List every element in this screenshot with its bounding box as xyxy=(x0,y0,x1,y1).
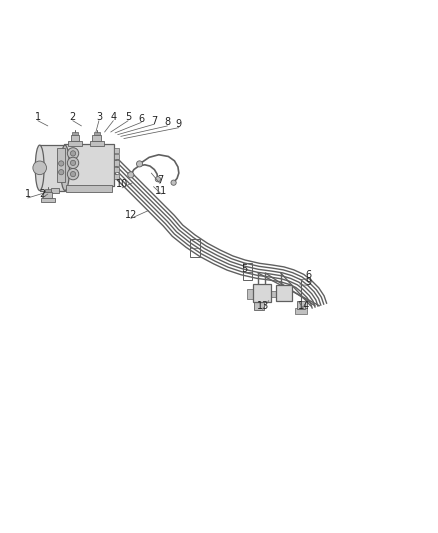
Bar xyxy=(68,141,82,146)
Circle shape xyxy=(71,151,76,156)
Ellipse shape xyxy=(35,145,44,190)
Bar xyxy=(254,302,264,310)
Bar xyxy=(64,144,114,185)
Text: 5: 5 xyxy=(241,264,247,273)
Text: 6: 6 xyxy=(138,114,145,124)
Text: 7: 7 xyxy=(157,175,163,185)
Bar xyxy=(253,284,271,302)
Bar xyxy=(43,192,52,198)
Text: 9: 9 xyxy=(305,277,311,287)
Bar xyxy=(114,160,120,166)
Bar xyxy=(276,285,292,301)
Circle shape xyxy=(67,168,79,180)
Circle shape xyxy=(171,180,176,185)
Circle shape xyxy=(155,176,160,182)
Text: 3: 3 xyxy=(96,112,102,122)
Circle shape xyxy=(71,160,76,166)
Bar xyxy=(45,189,51,192)
Circle shape xyxy=(67,157,79,168)
Circle shape xyxy=(33,161,46,175)
Text: 13: 13 xyxy=(257,301,269,311)
Circle shape xyxy=(128,172,134,178)
Text: 11: 11 xyxy=(155,185,167,196)
Bar xyxy=(72,133,78,135)
Bar xyxy=(271,292,276,297)
Text: 9: 9 xyxy=(176,119,182,129)
Text: 14: 14 xyxy=(298,301,310,311)
Text: 1: 1 xyxy=(35,112,41,122)
Bar xyxy=(247,289,253,298)
Bar xyxy=(295,309,307,314)
Bar xyxy=(57,148,65,182)
Bar xyxy=(114,154,120,159)
Circle shape xyxy=(67,148,79,159)
Ellipse shape xyxy=(60,145,70,190)
Text: 10: 10 xyxy=(116,180,128,189)
Text: 1: 1 xyxy=(25,189,31,199)
Circle shape xyxy=(137,161,143,167)
Bar xyxy=(41,198,55,202)
Bar xyxy=(51,188,59,193)
Circle shape xyxy=(59,161,64,166)
Text: 2: 2 xyxy=(70,112,76,122)
Bar xyxy=(90,141,104,146)
Text: 8: 8 xyxy=(164,117,170,127)
Circle shape xyxy=(71,172,76,177)
Text: 12: 12 xyxy=(125,210,137,220)
Circle shape xyxy=(59,169,64,175)
Bar xyxy=(66,185,112,192)
Bar xyxy=(114,148,120,153)
Bar xyxy=(114,174,120,179)
Bar xyxy=(94,133,100,135)
Text: 2: 2 xyxy=(39,189,45,199)
Text: 4: 4 xyxy=(110,112,117,122)
Bar xyxy=(114,166,120,172)
Bar xyxy=(40,145,65,190)
Bar xyxy=(71,135,79,141)
Bar xyxy=(92,135,101,141)
Bar xyxy=(297,301,305,309)
Text: 5: 5 xyxy=(125,112,131,122)
Text: 7: 7 xyxy=(151,116,158,126)
Text: 6: 6 xyxy=(305,270,311,280)
